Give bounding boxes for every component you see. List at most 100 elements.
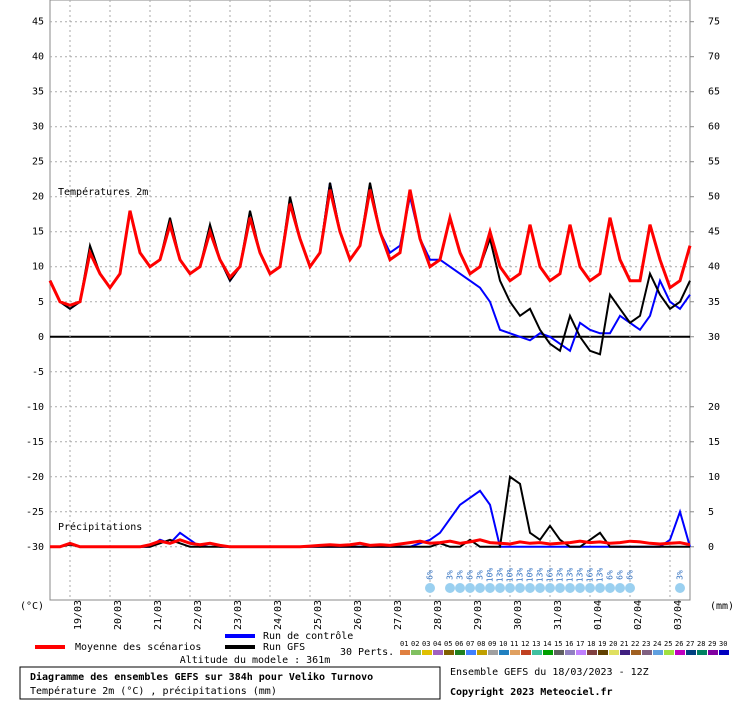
x-tick-label: 20/03 [113,600,124,630]
snow-label: 6% [426,570,435,580]
y2-tick-label: 0 [708,542,714,553]
x-tick-label: 28/03 [433,600,444,630]
member-swatch [631,650,641,655]
y2-tick-label: 70 [708,52,720,63]
altitude: Altitude du modele : 361m [180,655,331,666]
member-swatch [543,650,553,655]
x-tick-label: 21/03 [153,600,164,630]
y-tick-label: 30 [32,122,44,133]
member-swatch [697,650,707,655]
snow-label: 3% [446,570,455,580]
member-label: 28 [697,640,705,648]
x-tick-label: 26/03 [353,600,364,630]
snow-icon [595,583,605,593]
snow-label: 6% [606,570,615,580]
snow-label: 3% [456,570,465,580]
member-label: 17 [576,640,584,648]
snow-label: 10% [526,568,535,583]
x-tick-label: 01/04 [593,600,604,630]
y2-tick-label: 55 [708,157,720,168]
member-label: 16 [565,640,573,648]
member-swatch [609,650,619,655]
x-tick-label: 25/03 [313,600,324,630]
member-label: 18 [587,640,595,648]
member-swatch [455,650,465,655]
y2-tick-label: 20 [708,402,720,413]
member-label: 14 [543,640,551,648]
snow-label: 10% [486,568,495,583]
series-line [48,189,692,307]
snow-label: 13% [536,568,545,583]
snow-icon [475,583,485,593]
x-tick-label: 24/03 [273,600,284,630]
y-tick-label: 0 [38,332,44,343]
snow-label: 16% [546,568,555,583]
x-tick-label: 19/03 [73,600,84,630]
member-label: 05 [444,640,452,648]
snow-icon [535,583,545,593]
snow-label: 13% [496,568,505,583]
y-tick-label: -10 [26,402,44,413]
x-tick-label: 31/03 [553,600,564,630]
x-tick-label: 23/03 [233,600,244,630]
member-swatch [587,650,597,655]
member-label: 07 [466,640,474,648]
snow-icon [605,583,615,593]
y-tick-label: -15 [26,437,44,448]
y-tick-label: 20 [32,192,44,203]
member-label: 26 [675,640,683,648]
member-label: 22 [631,640,639,648]
member-swatch [565,650,575,655]
member-label: 11 [510,640,518,648]
member-swatch [488,650,498,655]
snow-icon [425,583,435,593]
snow-icon [575,583,585,593]
snow-label: 3% [676,570,685,580]
member-label: 19 [598,640,606,648]
snow-label: 13% [516,568,525,583]
y2-tick-label: 60 [708,122,720,133]
snow-label: 10% [506,568,515,583]
snow-label: 13% [556,568,565,583]
member-swatch [532,650,542,655]
snow-icon [615,583,625,593]
member-label: 21 [620,640,628,648]
snow-icon [465,583,475,593]
member-label: 23 [642,640,650,648]
snow-icon [565,583,575,593]
snow-label: 16% [586,568,595,583]
member-label: 08 [477,640,485,648]
snow-icon [585,583,595,593]
member-label: 12 [521,640,529,648]
y2-unit: (mm) [710,601,734,612]
snow-icon [555,583,565,593]
member-swatch [620,650,630,655]
member-swatch [411,650,421,655]
member-label: 10 [499,640,507,648]
member-swatch [719,650,729,655]
member-label: 25 [664,640,672,648]
y-tick-label: -20 [26,472,44,483]
y-tick-label: -30 [26,542,44,553]
y2-tick-label: 15 [708,437,720,448]
y-tick-label: 15 [32,227,44,238]
y-tick-label: 45 [32,17,44,28]
member-label: 20 [609,640,617,648]
y-tick-label: -25 [26,507,44,518]
snow-icon [495,583,505,593]
member-label: 09 [488,640,496,648]
x-tick-label: 27/03 [393,600,404,630]
y2-tick-label: 65 [708,87,720,98]
member-label: 24 [653,640,661,648]
member-swatch [422,650,432,655]
y-tick-label: 25 [32,157,44,168]
member-label: 04 [433,640,441,648]
member-swatch [675,650,685,655]
snow-label: 6% [466,570,475,580]
temp-label: Températures 2m [58,186,148,198]
snow-icon [625,583,635,593]
x-tick-label: 02/04 [633,600,644,630]
snow-label: 6% [626,570,635,580]
member-label: 27 [686,640,694,648]
member-label: 06 [455,640,463,648]
